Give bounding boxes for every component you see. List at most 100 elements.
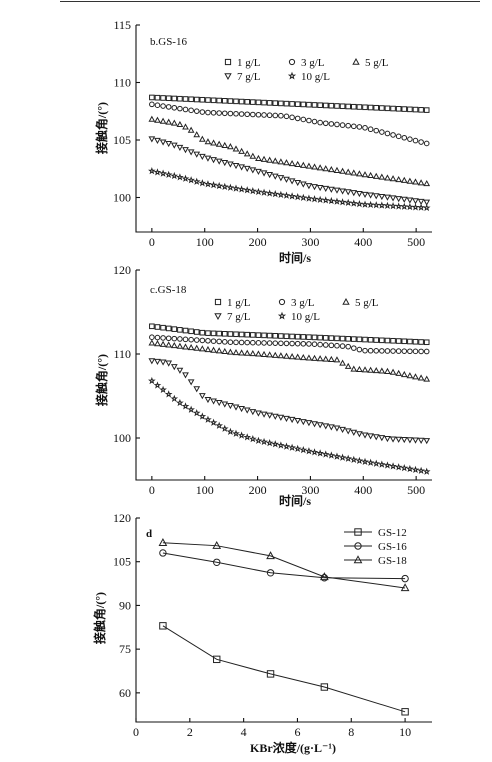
chart-1-point — [188, 328, 194, 335]
chart-2-point — [266, 670, 275, 678]
chart-0-point — [171, 95, 178, 102]
chart-0-point — [372, 172, 380, 179]
chart-0-point — [311, 184, 318, 191]
chart-1-point — [255, 410, 262, 417]
chart-1-point — [165, 341, 173, 348]
chart-0-point — [299, 193, 308, 201]
chart-1-legend-marker — [278, 298, 286, 306]
chart-0-point — [233, 98, 239, 105]
chart-1-point — [171, 326, 178, 332]
chart-1-point — [182, 343, 189, 350]
chart-0-point — [361, 191, 369, 198]
chart-2-legend-marker — [354, 542, 362, 550]
chart-0-point — [306, 101, 312, 108]
chart-2-legend-label: GS-12 — [378, 527, 407, 539]
chart-0-point — [423, 140, 430, 147]
chart-1-xtick-label: 100 — [196, 483, 214, 497]
chart-2-point — [212, 540, 222, 549]
chart-1-point — [406, 437, 414, 444]
chart-1-point — [199, 329, 206, 336]
chart-2-series-0 — [159, 622, 409, 716]
chart-0-point — [176, 173, 184, 181]
chart-0-point — [244, 111, 251, 118]
chart-1-point — [181, 402, 190, 410]
chart-0-point — [322, 165, 330, 172]
chart-1-point — [272, 340, 279, 346]
chart-0-legend-label: 7 g/L — [237, 71, 261, 83]
chart-1-point — [372, 459, 381, 467]
chart-0-point — [254, 187, 263, 196]
chart-0-point — [159, 169, 167, 177]
chart-0-legend-marker — [224, 73, 232, 81]
chart-0-point — [171, 104, 178, 111]
chart-0-point — [334, 103, 340, 109]
chart-0-marks: 100 105 110 115 0 100 200 300 400 500 1 g/L 3 g/L 5 … — [113, 18, 432, 249]
chart-1-point — [177, 336, 183, 342]
chart-0-point — [249, 152, 257, 159]
chart-1-point — [266, 332, 273, 339]
chart-1-point — [422, 467, 431, 475]
chart-1-point — [378, 367, 386, 374]
chart-0-point — [283, 113, 290, 120]
chart-1-point — [227, 331, 234, 337]
chart-1-point — [300, 340, 307, 347]
chart-0-point — [417, 203, 425, 211]
chart-1-point — [266, 412, 274, 419]
chart-0-legend-label: 3 g/L — [301, 57, 325, 69]
chart-0-point — [204, 180, 212, 188]
chart-0-point — [378, 193, 386, 201]
chart-1-point — [367, 337, 374, 343]
chart-2-point — [159, 549, 167, 557]
chart-0-series-0 — [149, 94, 430, 113]
chart-1-point — [227, 348, 234, 355]
chart-1-point — [366, 458, 375, 466]
chart-1-point — [333, 452, 341, 460]
chart-0-point — [210, 139, 217, 146]
chart-0-point — [277, 158, 285, 165]
chart-0-point — [361, 171, 369, 178]
chart-1-point — [306, 334, 312, 340]
chart-1-point — [283, 352, 290, 359]
chart-0-point — [288, 159, 296, 167]
chart-1-point — [238, 349, 245, 356]
chart-1-xtick-label: 0 — [149, 483, 155, 497]
chart-1-point — [378, 435, 386, 442]
chart-1-point — [383, 461, 392, 469]
chart-0-point — [423, 180, 431, 187]
chart-0-point — [182, 106, 189, 113]
chart-1-point — [311, 421, 318, 428]
chart-0-point — [372, 201, 381, 209]
chart-1-point — [232, 429, 240, 437]
chart-1-point — [394, 463, 403, 471]
chart-1-point — [277, 414, 285, 421]
chart-2-xtick-label: 8 — [348, 725, 354, 739]
chart-1-legend-label: 7 g/L — [227, 311, 251, 323]
chart-1-point — [221, 330, 228, 337]
chart-2-legend: GS-12 GS-16 GS-18 — [344, 527, 407, 567]
chart-0-point — [345, 103, 351, 110]
chart-0-point — [333, 187, 341, 194]
chart-1-point — [233, 331, 239, 338]
chart-1-point — [379, 348, 385, 354]
chart-1-point — [306, 341, 312, 347]
chart-1-point — [159, 340, 167, 347]
chart-0-point — [266, 112, 273, 119]
chart-1-point — [417, 374, 425, 381]
chart-0-point — [300, 116, 307, 123]
chart-1-point — [367, 433, 374, 440]
chart-0-ytick-label: 110 — [113, 76, 131, 90]
chart-1-point — [321, 450, 330, 458]
chart-0-point — [344, 189, 352, 196]
chart-1-point — [400, 437, 408, 444]
chart-0-point — [311, 102, 318, 108]
chart-1-point — [344, 454, 352, 462]
chart-1-point — [261, 332, 267, 339]
chart-1-point — [205, 330, 211, 336]
chart-0-point — [176, 144, 184, 152]
chart-0-point — [188, 107, 194, 114]
chart-1-series-0 — [149, 323, 430, 346]
chart-0-point — [193, 108, 200, 114]
chart-1-point — [316, 422, 324, 429]
chart-1-ytick-label: 100 — [113, 431, 131, 445]
chart-1-point — [283, 415, 290, 422]
